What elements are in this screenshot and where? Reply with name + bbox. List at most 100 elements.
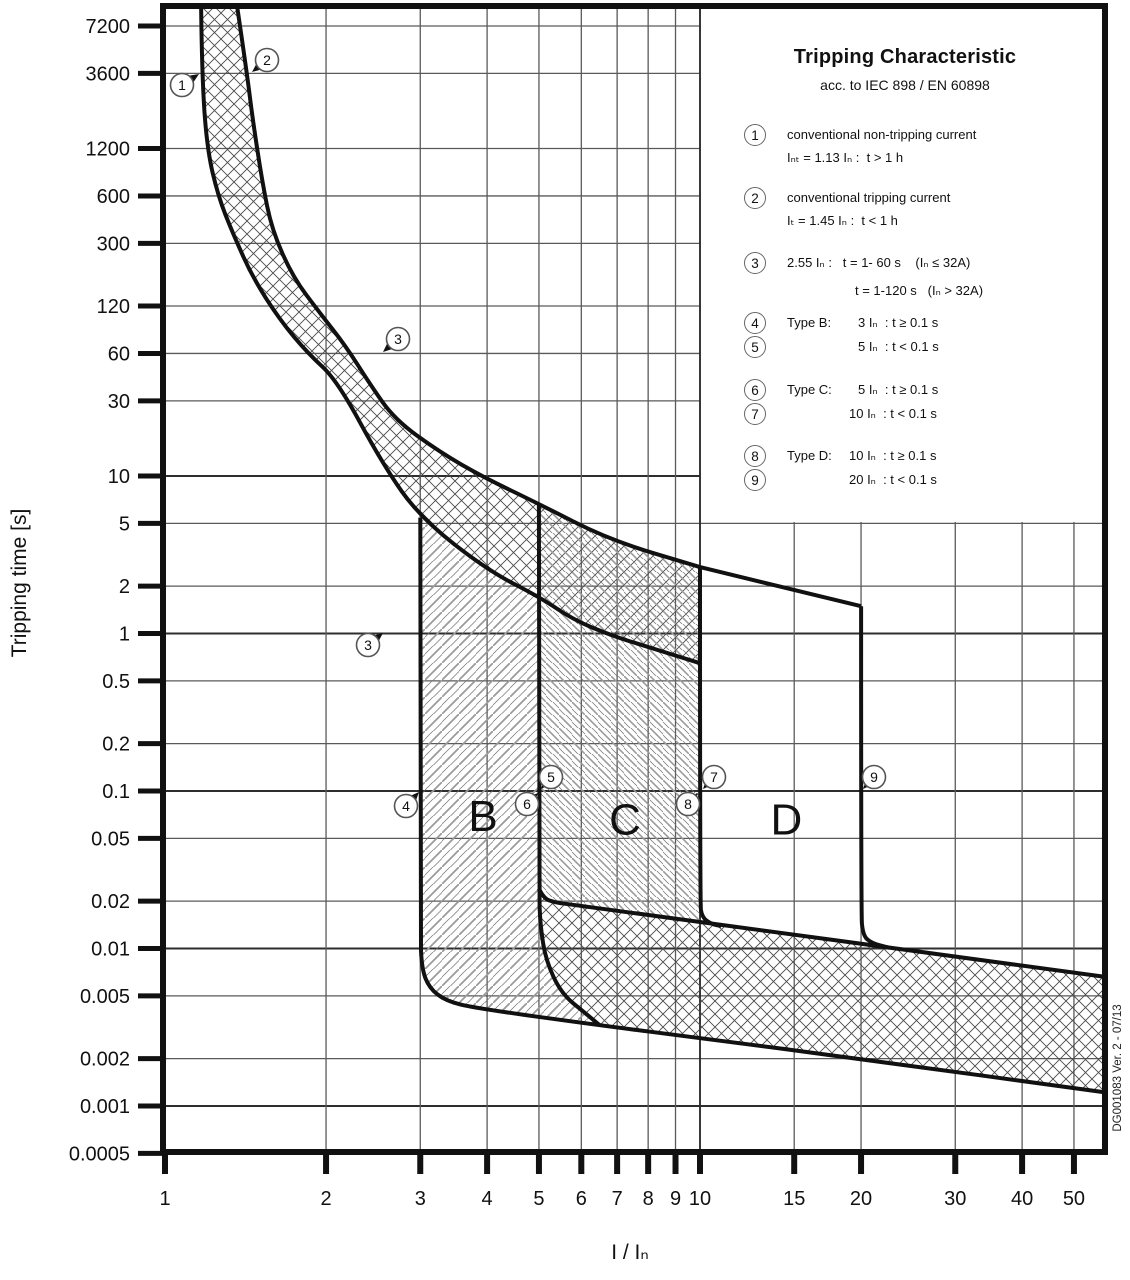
- svg-text:3: 3: [364, 637, 372, 653]
- legend-item-3-line1: 2.55 Iₙ : t = 1- 60 s (Iₙ ≤ 32A): [787, 255, 971, 270]
- svg-text:2: 2: [320, 1188, 331, 1210]
- zone-label-B: B: [468, 792, 497, 841]
- legend-item-4-value: 3 Iₙ : t ≥ 0.1 s: [858, 315, 939, 330]
- svg-text:4: 4: [402, 798, 410, 814]
- svg-text:120: 120: [97, 296, 130, 318]
- x-axis-title: I / Iₙ: [611, 1241, 649, 1264]
- svg-text:8: 8: [643, 1188, 654, 1210]
- characteristic-curves: [199, 5, 1106, 1095]
- chart-title: Tripping Characteristic: [793, 46, 1017, 68]
- svg-text:8: 8: [684, 796, 692, 812]
- svg-text:2: 2: [263, 52, 271, 68]
- marker-3: 3: [383, 326, 411, 352]
- svg-text:3: 3: [415, 1188, 426, 1210]
- svg-text:0.0005: 0.0005: [69, 1143, 130, 1165]
- legend-item-2-line2: Iₜ = 1.45 Iₙ : t < 1 h: [787, 213, 898, 228]
- curve-thermal-upper-curve: [235, 5, 701, 570]
- svg-text:1: 1: [159, 1188, 170, 1210]
- svg-text:60: 60: [108, 343, 130, 365]
- svg-text:1: 1: [119, 624, 130, 646]
- legend-num-6: 6: [744, 379, 766, 401]
- marker-5: 5: [538, 764, 564, 790]
- legend-num-3: 3: [744, 252, 766, 274]
- hatched-zones: [201, 5, 1106, 1093]
- svg-text:300: 300: [97, 233, 130, 255]
- svg-text:20: 20: [850, 1188, 872, 1210]
- legend-num-5: 5: [744, 336, 766, 358]
- curve-type-d-boundary-20In: [859, 606, 890, 950]
- svg-text:7200: 7200: [86, 16, 131, 38]
- axis-ticks: [138, 23, 1077, 1174]
- svg-text:6: 6: [523, 796, 531, 812]
- svg-text:1: 1: [178, 77, 186, 93]
- zone-fill-magnetic-band: [538, 888, 1106, 1093]
- legend-num-4: 4: [744, 312, 766, 334]
- svg-text:0.05: 0.05: [91, 828, 130, 850]
- legend-num-8: 8: [744, 445, 766, 467]
- svg-text:10: 10: [689, 1188, 711, 1210]
- svg-text:6: 6: [576, 1188, 587, 1210]
- curve-type-d-upper-limit: [699, 565, 862, 609]
- curve-thermal-lower-curve: [199, 5, 701, 666]
- zone-label-C: C: [609, 795, 641, 844]
- curve-type-cd-boundary-10In: [698, 567, 722, 928]
- svg-text:30: 30: [944, 1188, 966, 1210]
- svg-text:5: 5: [547, 769, 555, 785]
- legend-item-6-value: 5 Iₙ : t ≥ 0.1 s: [858, 382, 939, 397]
- document-version-note: DG001083 Ver. 2 - 07/13: [1112, 1004, 1124, 1132]
- svg-text:3: 3: [394, 331, 402, 347]
- marker-6: 6: [514, 791, 540, 817]
- svg-text:7: 7: [612, 1188, 623, 1210]
- marker-9: 9: [861, 764, 887, 790]
- legend-item-6-type: Type C:: [787, 382, 832, 397]
- legend-item-8-value: 10 Iₙ : t ≥ 0.1 s: [849, 448, 937, 463]
- legend-item-9-value: 20 Iₙ : t < 0.1 s: [849, 472, 937, 487]
- zone-fill-type-c-zone: [538, 503, 722, 926]
- legend-item-7-value: 10 Iₙ : t < 0.1 s: [849, 406, 937, 421]
- svg-text:50: 50: [1063, 1188, 1085, 1210]
- marker-1: 1: [169, 72, 199, 98]
- legend-item-8-type: Type D:: [787, 448, 832, 463]
- marker-7: 7: [701, 764, 727, 790]
- curve-type-c-boundary-5In: [536, 502, 602, 1027]
- marker-4: 4: [393, 792, 419, 819]
- legend-item-2-line1: conventional tripping current: [787, 190, 951, 205]
- svg-text:7: 7: [710, 769, 718, 785]
- legend-item-1-line2: Iₙₜ = 1.13 Iₙ : t > 1 h: [787, 150, 904, 165]
- svg-text:1200: 1200: [86, 139, 131, 161]
- legend-num-2: 2: [744, 187, 766, 209]
- legend-item-5-value: 5 Iₙ : t < 0.1 s: [858, 339, 939, 354]
- svg-text:0.02: 0.02: [91, 891, 130, 913]
- legend-item-3-line2: t = 1-120 s (Iₙ > 32A): [855, 283, 984, 298]
- svg-text:3600: 3600: [86, 63, 131, 85]
- svg-text:10: 10: [108, 466, 130, 488]
- svg-text:0.005: 0.005: [80, 986, 130, 1008]
- svg-text:15: 15: [783, 1188, 805, 1210]
- svg-text:600: 600: [97, 186, 130, 208]
- svg-text:4: 4: [482, 1188, 493, 1210]
- zone-label-D: D: [770, 795, 802, 844]
- svg-text:9: 9: [870, 769, 878, 785]
- legend-item-4-type: Type B:: [787, 315, 832, 330]
- svg-text:0.1: 0.1: [102, 781, 130, 803]
- legend-item-1-line1: conventional non-tripping current: [787, 127, 977, 142]
- legend-num-1: 1: [744, 124, 766, 146]
- svg-text:2: 2: [119, 576, 130, 598]
- svg-text:0.5: 0.5: [102, 671, 130, 693]
- curve-type-b-boundary-3In: [418, 517, 1106, 1095]
- marker-2: 2: [252, 47, 280, 73]
- legend-num-9: 9: [744, 469, 766, 491]
- y-axis-title: Tripping time [s]: [8, 508, 31, 658]
- svg-text:40: 40: [1011, 1188, 1033, 1210]
- svg-text:30: 30: [108, 391, 130, 413]
- zone-letters: B C D: [468, 792, 802, 845]
- svg-text:9: 9: [670, 1188, 681, 1210]
- plot-border: [160, 3, 1108, 1155]
- zone-fill-type-b-zone: [420, 517, 600, 1026]
- svg-text:0.001: 0.001: [80, 1096, 130, 1118]
- marker-3: 3: [355, 632, 383, 658]
- svg-text:0.01: 0.01: [91, 939, 130, 961]
